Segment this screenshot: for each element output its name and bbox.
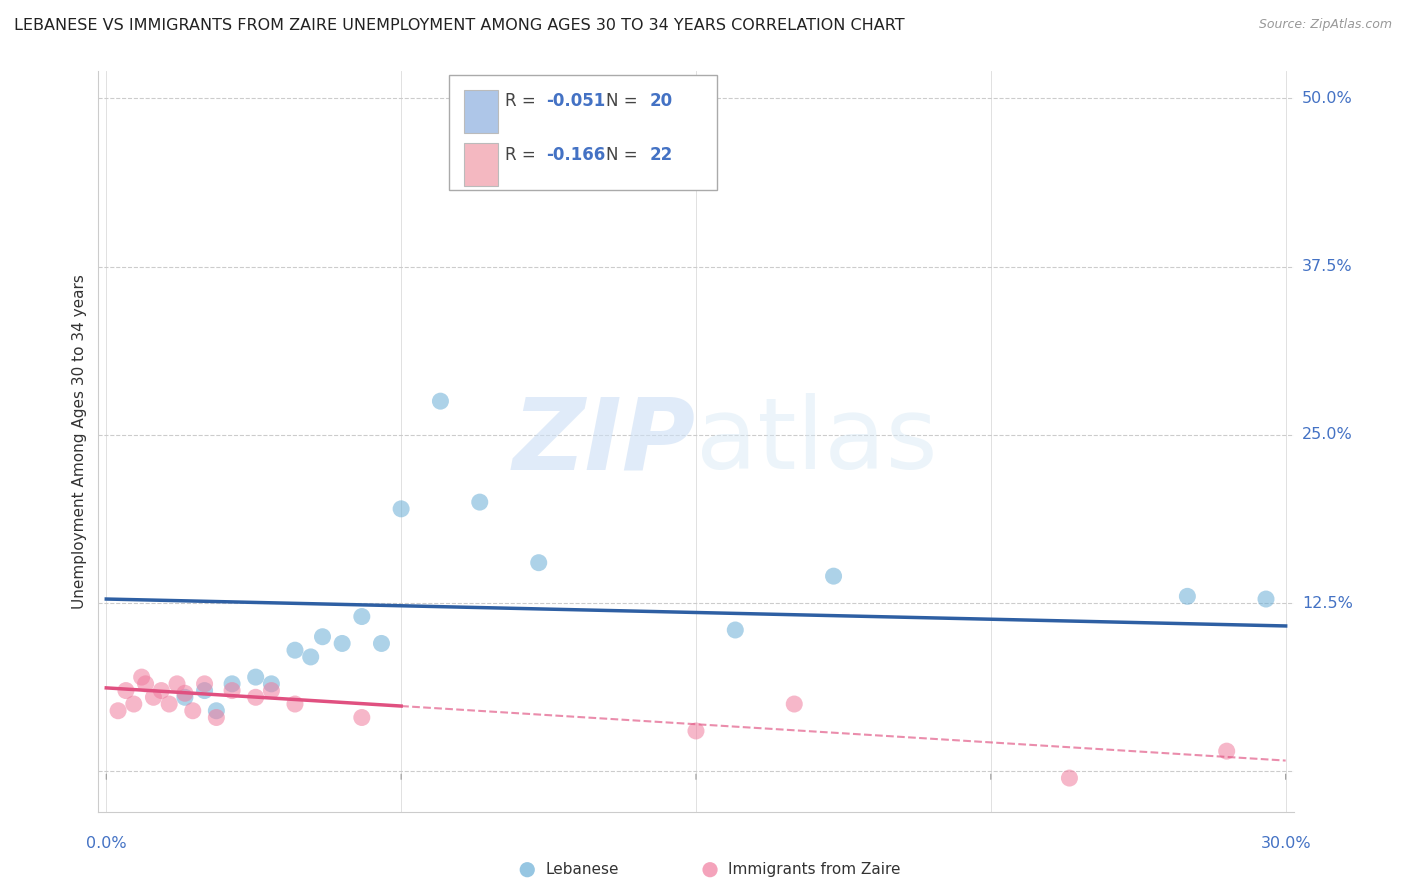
Point: [131, 670, 153, 684]
Point: [193, 677, 215, 691]
Text: R =: R =: [505, 146, 541, 164]
Point: [205, 710, 228, 724]
Point: [468, 495, 491, 509]
Point: [221, 683, 243, 698]
Point: [174, 686, 197, 700]
Text: 12.5%: 12.5%: [1302, 596, 1353, 610]
Point: [107, 704, 129, 718]
Point: [260, 683, 283, 698]
Point: [1254, 592, 1277, 607]
Point: [122, 697, 145, 711]
Text: atlas: atlas: [696, 393, 938, 490]
Text: R =: R =: [505, 93, 541, 111]
Text: N =: N =: [606, 146, 643, 164]
Point: [330, 636, 353, 650]
Text: -0.051: -0.051: [547, 93, 606, 111]
Point: [157, 697, 180, 711]
Point: [221, 677, 243, 691]
Text: N =: N =: [606, 93, 643, 111]
Point: [389, 501, 412, 516]
Point: [370, 636, 392, 650]
Point: [685, 723, 707, 738]
Point: [350, 609, 373, 624]
Text: 37.5%: 37.5%: [1302, 259, 1353, 274]
Point: [135, 677, 157, 691]
Point: [284, 643, 307, 657]
Point: [260, 677, 283, 691]
Point: [115, 683, 138, 698]
Point: [783, 697, 806, 711]
FancyBboxPatch shape: [449, 75, 717, 190]
Point: [1215, 744, 1237, 758]
Text: Lebanese: Lebanese: [546, 863, 619, 877]
Point: [166, 677, 188, 691]
Point: [193, 683, 215, 698]
Text: 25.0%: 25.0%: [1302, 427, 1353, 442]
Point: [724, 623, 747, 637]
Point: [245, 670, 267, 684]
Point: [205, 704, 228, 718]
Point: [174, 690, 197, 705]
Text: ZIP: ZIP: [513, 393, 696, 490]
Text: 30.0%: 30.0%: [1260, 836, 1310, 851]
Point: [245, 690, 267, 705]
Point: [299, 649, 322, 664]
Text: Immigrants from Zaire: Immigrants from Zaire: [728, 863, 901, 877]
Point: [823, 569, 845, 583]
Text: Source: ZipAtlas.com: Source: ZipAtlas.com: [1258, 18, 1392, 31]
Point: [142, 690, 165, 705]
Point: [350, 710, 373, 724]
FancyBboxPatch shape: [464, 89, 498, 133]
Point: [284, 697, 307, 711]
Point: [181, 704, 204, 718]
Text: -0.166: -0.166: [547, 146, 606, 164]
FancyBboxPatch shape: [464, 144, 498, 186]
Point: [1059, 771, 1081, 785]
Text: 22: 22: [650, 146, 672, 164]
Y-axis label: Unemployment Among Ages 30 to 34 years: Unemployment Among Ages 30 to 34 years: [72, 274, 87, 609]
Point: [429, 394, 451, 409]
Text: 20: 20: [650, 93, 672, 111]
Point: [527, 556, 550, 570]
Text: LEBANESE VS IMMIGRANTS FROM ZAIRE UNEMPLOYMENT AMONG AGES 30 TO 34 YEARS CORRELA: LEBANESE VS IMMIGRANTS FROM ZAIRE UNEMPL…: [14, 18, 904, 33]
Point: [311, 630, 333, 644]
Text: 50.0%: 50.0%: [1302, 91, 1353, 106]
Text: 0.0%: 0.0%: [86, 836, 127, 851]
Point: [150, 683, 173, 698]
Point: [1177, 590, 1199, 604]
